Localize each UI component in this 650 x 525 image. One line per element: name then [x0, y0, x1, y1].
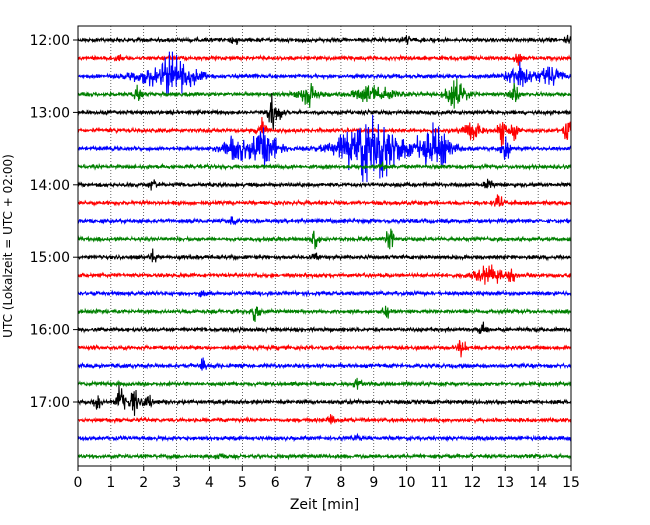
trace-line [77, 321, 572, 335]
tick-layer: 0 1 2 3 4 5 6 7 8 9 10 11 12 13 14 1512:0013:0014:0015:… [30, 33, 580, 491]
trace-line [77, 51, 572, 96]
trace-layer [77, 34, 572, 461]
x-tick-label: 2 [139, 475, 148, 491]
grid-layer [110, 26, 539, 466]
x-tick-label: 5 [238, 475, 247, 491]
x-tick-label: 6 [271, 475, 280, 491]
x-tick-label: 7 [304, 475, 313, 491]
trace-line [77, 384, 572, 416]
trace-line [77, 114, 572, 183]
y-tick-label: 15:00 [30, 250, 70, 266]
plot-frame [77, 25, 572, 467]
x-tick-label: 10 [398, 475, 416, 491]
trace-line [77, 93, 572, 130]
trace-line [77, 452, 572, 461]
trace-line [77, 228, 572, 250]
trace-line [77, 34, 572, 45]
y-tick-label: 16:00 [30, 323, 70, 339]
x-tick-label: 13 [496, 475, 514, 491]
trace-line [77, 414, 572, 425]
y-tick-label: 14:00 [30, 178, 70, 194]
x-tick-label: 9 [369, 475, 378, 491]
y-axis-label: UTC (Lokalzeit = UTC + 02:00) [1, 154, 15, 338]
trace-line [77, 117, 572, 150]
trace-line [77, 194, 572, 207]
trace-line [77, 432, 572, 443]
x-tick-label: 15 [562, 475, 580, 491]
trace-line [77, 305, 572, 322]
trace-line [77, 216, 572, 226]
x-tick-label: 8 [336, 475, 345, 491]
x-tick-label: 1 [106, 475, 115, 491]
trace-line [77, 248, 572, 263]
trace-line [77, 78, 572, 109]
y-tick-label: 17:00 [30, 395, 70, 411]
trace-line [77, 357, 572, 371]
trace-line [77, 340, 572, 358]
x-axis-label: Zeit [min] [290, 497, 359, 513]
x-tick-label: 4 [205, 475, 214, 491]
trace-line [77, 264, 572, 285]
y-tick-label: 12:00 [30, 33, 70, 49]
trace-line [77, 178, 572, 191]
x-tick-label: 3 [172, 475, 181, 491]
x-tick-label: 12 [463, 475, 481, 491]
x-tick-label: 14 [529, 475, 547, 491]
x-tick-label: 0 [74, 475, 83, 491]
y-tick-label: 13:00 [30, 105, 70, 121]
trace-line [77, 289, 572, 298]
trace-line [77, 161, 572, 171]
trace-line [77, 53, 572, 66]
trace-line [77, 377, 572, 390]
x-tick-label: 11 [431, 475, 449, 491]
